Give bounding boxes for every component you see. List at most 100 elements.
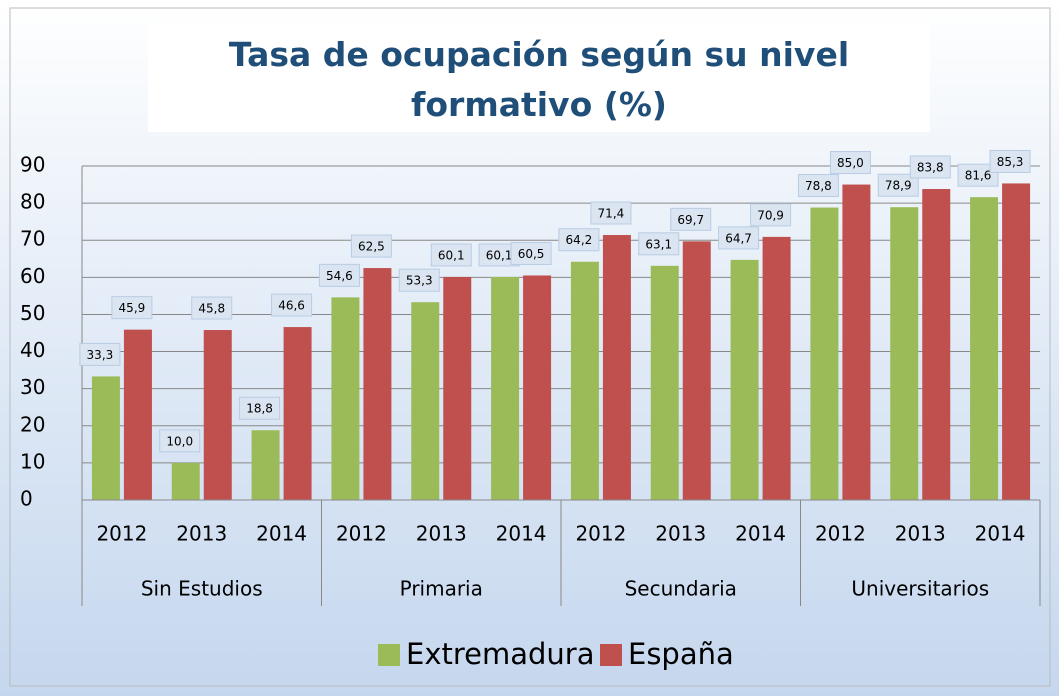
value-label: 54,6 xyxy=(326,269,353,283)
legend-label: Extremadura xyxy=(406,637,595,671)
value-label-box xyxy=(79,342,121,366)
bar xyxy=(602,235,631,500)
value-label: 46,6 xyxy=(278,299,305,313)
value-label-box xyxy=(239,396,281,420)
bar xyxy=(762,236,791,501)
bar xyxy=(443,276,472,500)
bar xyxy=(682,241,711,500)
bar xyxy=(523,275,552,500)
value-label-box xyxy=(558,228,600,252)
value-label-box xyxy=(877,173,919,197)
x-tick-label: 2013 xyxy=(416,522,467,546)
value-label-box xyxy=(909,155,951,179)
value-label: 53,3 xyxy=(406,274,433,288)
bar xyxy=(970,197,999,500)
value-label-box xyxy=(957,163,999,187)
y-tick-label: 40 xyxy=(20,338,45,362)
value-label-box xyxy=(670,207,712,231)
x-tick-label: 2013 xyxy=(895,522,946,546)
group-label: Universitarios xyxy=(851,577,989,601)
value-label: 60,1 xyxy=(438,248,465,262)
x-tick-label: 2012 xyxy=(96,522,147,546)
chart-title: Tasa de ocupación según su nivel formati… xyxy=(148,22,930,132)
y-tick-label: 70 xyxy=(20,227,45,251)
value-label: 78,9 xyxy=(885,179,912,193)
value-label-box xyxy=(750,203,792,227)
group-label: Secundaria xyxy=(625,577,737,601)
x-tick-label: 2012 xyxy=(815,522,866,546)
bar xyxy=(171,462,200,500)
value-label: 60,1 xyxy=(486,248,513,262)
y-tick-label: 20 xyxy=(20,412,45,436)
legend-swatch xyxy=(600,644,622,666)
bar xyxy=(91,376,120,500)
bar xyxy=(890,207,919,500)
x-tick-label: 2013 xyxy=(176,522,227,546)
x-tick-label: 2014 xyxy=(496,522,547,546)
bar xyxy=(491,276,520,500)
x-tick-label: 2014 xyxy=(735,522,786,546)
value-label: 70,9 xyxy=(757,208,784,222)
x-tick-label: 2014 xyxy=(975,522,1026,546)
legend-label: España xyxy=(628,637,734,671)
x-tick-label: 2012 xyxy=(336,522,387,546)
bar xyxy=(123,329,152,500)
x-tick-label: 2012 xyxy=(575,522,626,546)
value-label: 83,8 xyxy=(917,161,944,175)
bar xyxy=(730,259,759,500)
bar xyxy=(411,302,440,500)
value-label-box xyxy=(271,293,313,317)
value-label: 71,4 xyxy=(598,207,625,221)
value-label: 81,6 xyxy=(965,169,992,183)
value-label: 10,0 xyxy=(166,434,193,448)
value-label: 33,3 xyxy=(87,348,114,362)
value-label-box xyxy=(350,234,392,258)
group-label: Primaria xyxy=(400,577,483,601)
y-tick-label: 90 xyxy=(20,153,45,177)
value-label-box xyxy=(638,232,680,256)
value-label-box xyxy=(590,201,632,225)
bar xyxy=(810,207,839,500)
y-tick-label: 50 xyxy=(20,301,45,325)
value-label: 64,7 xyxy=(725,231,752,245)
group-label: Sin Estudios xyxy=(141,577,263,601)
value-label-box xyxy=(797,174,839,198)
chart-border xyxy=(9,7,1051,687)
y-tick-label: 60 xyxy=(20,264,45,288)
bar xyxy=(922,189,951,500)
bar xyxy=(650,265,679,500)
value-label: 85,3 xyxy=(997,155,1024,169)
value-label: 18,8 xyxy=(246,402,273,416)
y-tick-label: 30 xyxy=(20,375,45,399)
y-tick-label: 80 xyxy=(20,190,45,214)
value-label: 60,5 xyxy=(518,247,545,261)
value-label: 69,7 xyxy=(677,213,704,227)
bar xyxy=(570,261,599,500)
value-label: 45,9 xyxy=(119,301,146,315)
bar xyxy=(363,268,392,500)
x-tick-label: 2013 xyxy=(655,522,706,546)
y-tick-label: 0 xyxy=(20,487,33,511)
bar xyxy=(331,297,360,500)
value-label: 85,0 xyxy=(837,156,864,170)
bar xyxy=(283,327,312,500)
value-label-box xyxy=(398,268,440,292)
value-label-box xyxy=(159,429,201,453)
value-label: 63,1 xyxy=(645,237,672,251)
value-label-box xyxy=(510,241,552,265)
value-label: 64,2 xyxy=(566,233,593,247)
value-label-box xyxy=(989,149,1031,173)
value-label-box xyxy=(111,296,153,320)
bar xyxy=(842,184,871,501)
value-label: 78,8 xyxy=(805,179,832,193)
value-label-box xyxy=(318,263,360,287)
bar xyxy=(203,330,232,500)
value-label: 62,5 xyxy=(358,240,385,254)
y-tick-label: 10 xyxy=(20,449,45,473)
x-tick-label: 2014 xyxy=(256,522,307,546)
legend-swatch xyxy=(378,644,400,666)
bar xyxy=(1002,183,1031,501)
value-label-box xyxy=(829,151,871,175)
